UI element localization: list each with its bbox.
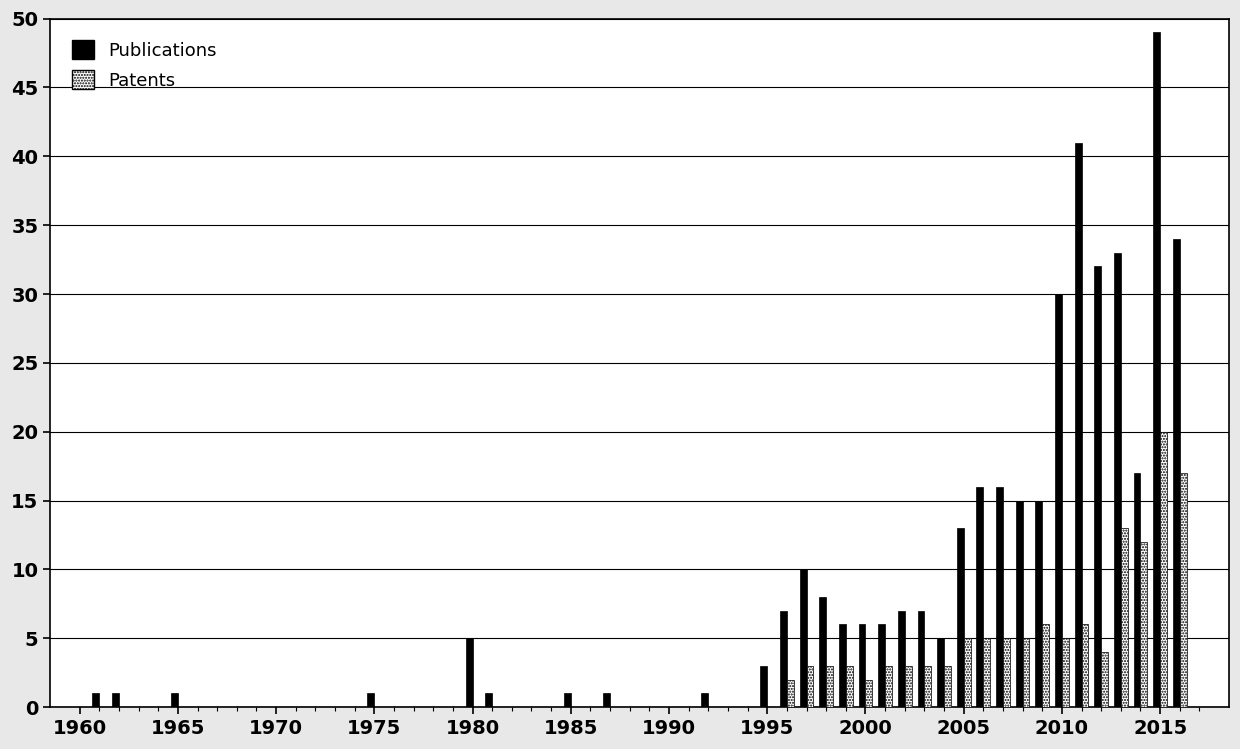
Bar xyxy=(1141,542,1147,707)
Bar xyxy=(1121,528,1127,707)
Bar xyxy=(898,610,905,707)
Bar xyxy=(1133,473,1141,707)
Bar xyxy=(1003,638,1009,707)
Bar xyxy=(878,625,885,707)
Bar xyxy=(1179,473,1187,707)
Bar xyxy=(466,638,472,707)
Bar xyxy=(858,625,866,707)
Bar xyxy=(603,694,610,707)
Bar xyxy=(996,487,1003,707)
Bar xyxy=(1081,625,1089,707)
Bar xyxy=(485,694,492,707)
Bar xyxy=(1161,431,1167,707)
Bar xyxy=(983,638,991,707)
Bar xyxy=(760,666,768,707)
Bar xyxy=(976,487,983,707)
Bar xyxy=(1114,252,1121,707)
Bar xyxy=(846,666,853,707)
Bar xyxy=(937,638,944,707)
Bar xyxy=(866,679,872,707)
Bar xyxy=(885,666,892,707)
Bar xyxy=(1023,638,1029,707)
Bar xyxy=(1075,142,1081,707)
Bar xyxy=(1153,32,1161,707)
Bar xyxy=(787,679,794,707)
Bar xyxy=(1043,625,1049,707)
Legend: Publications, Patents: Publications, Patents xyxy=(64,33,223,97)
Bar xyxy=(800,569,806,707)
Bar xyxy=(1055,294,1061,707)
Bar xyxy=(826,666,833,707)
Bar xyxy=(1101,652,1109,707)
Bar xyxy=(924,666,931,707)
Bar xyxy=(702,694,708,707)
Bar xyxy=(112,694,119,707)
Bar xyxy=(944,666,951,707)
Bar xyxy=(905,666,911,707)
Bar xyxy=(1095,267,1101,707)
Bar xyxy=(839,625,846,707)
Bar xyxy=(780,610,787,707)
Bar xyxy=(171,694,177,707)
Bar xyxy=(93,694,99,707)
Bar xyxy=(963,638,971,707)
Bar xyxy=(1173,239,1179,707)
Bar xyxy=(820,597,826,707)
Bar xyxy=(957,528,963,707)
Bar xyxy=(367,694,374,707)
Bar xyxy=(806,666,813,707)
Bar xyxy=(1035,500,1043,707)
Bar xyxy=(1061,638,1069,707)
Bar xyxy=(918,610,924,707)
Bar xyxy=(1016,500,1023,707)
Bar xyxy=(564,694,570,707)
